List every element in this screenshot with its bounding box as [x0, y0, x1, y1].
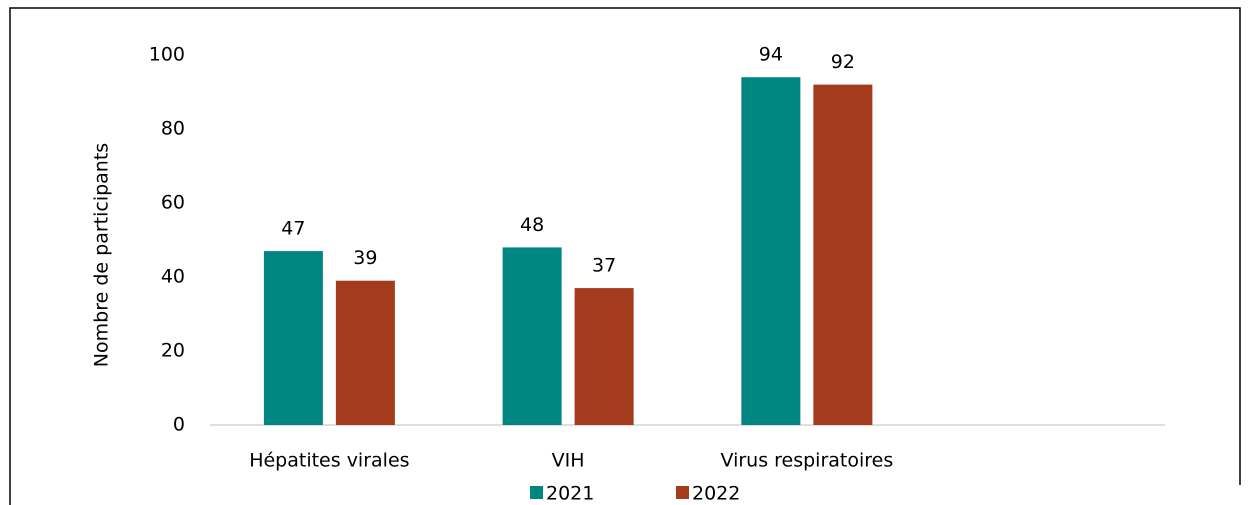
bar — [263, 251, 323, 425]
y-tick-label: 80 — [161, 118, 185, 140]
y-axis-label: Nombre de participants — [91, 143, 113, 367]
legend-label: 2021 — [546, 483, 594, 505]
data-label: 94 — [759, 44, 783, 66]
y-tick-label: 20 — [161, 340, 185, 362]
bar — [502, 247, 562, 425]
data-label: 37 — [592, 255, 616, 277]
data-label: 47 — [281, 218, 305, 240]
legend-swatch — [530, 486, 543, 499]
x-tick-label: VIH — [552, 450, 585, 472]
bar — [741, 77, 801, 425]
y-tick-label: 0 — [173, 414, 185, 436]
legend-swatch — [676, 486, 689, 499]
frame — [9, 7, 1241, 505]
x-tick-label: Virus respiratoires — [720, 450, 893, 472]
y-tick-label: 40 — [161, 266, 185, 288]
legend-label: 2022 — [692, 483, 740, 505]
data-label: 39 — [353, 247, 377, 269]
data-label: 92 — [831, 51, 855, 73]
bar — [335, 280, 395, 425]
y-tick-label: 100 — [149, 44, 185, 66]
bar — [813, 84, 873, 425]
y-tick-label: 60 — [161, 192, 185, 214]
bar — [574, 288, 634, 425]
data-label: 48 — [520, 214, 544, 236]
x-tick-label: Hépatites virales — [249, 450, 409, 472]
